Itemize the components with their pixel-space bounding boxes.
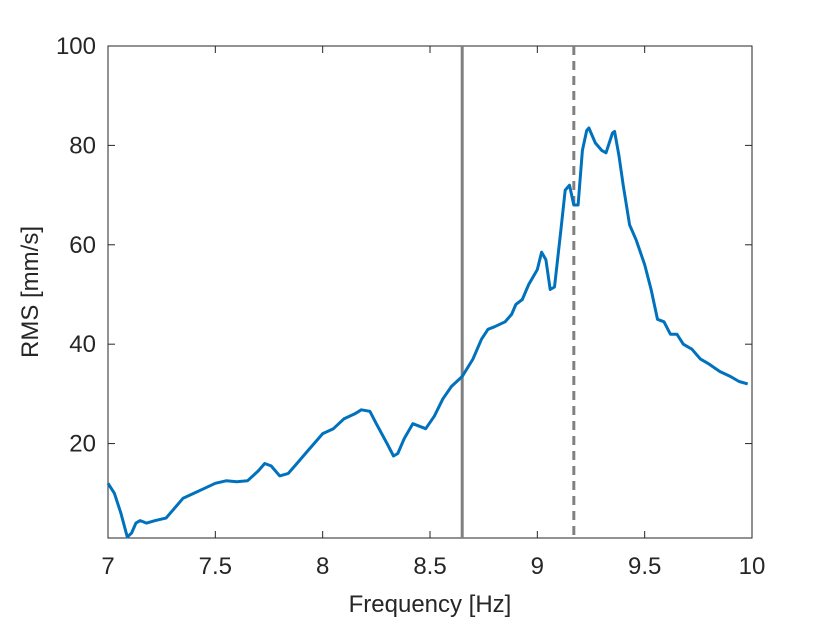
- x-tick-label: 7.5: [199, 553, 232, 580]
- x-tick-label: 9: [531, 553, 544, 580]
- data-line: [106, 126, 749, 539]
- y-tick-label: 100: [56, 33, 96, 60]
- x-tick-label: 8.5: [413, 553, 446, 580]
- x-tick-label: 7: [101, 553, 114, 580]
- x-tick-label: 8: [316, 553, 329, 580]
- y-tick-label: 40: [69, 331, 96, 358]
- x-tick-label: 10: [739, 553, 766, 580]
- plot-area: [107, 45, 753, 539]
- y-axis-label: RMS [mm/s]: [17, 226, 44, 358]
- y-tick-label: 60: [69, 232, 96, 259]
- y-tick-label: 80: [69, 132, 96, 159]
- x-tick-label: 9.5: [628, 553, 661, 580]
- y-tick-label: 20: [69, 431, 96, 458]
- x-axis-label: Frequency [Hz]: [349, 591, 512, 618]
